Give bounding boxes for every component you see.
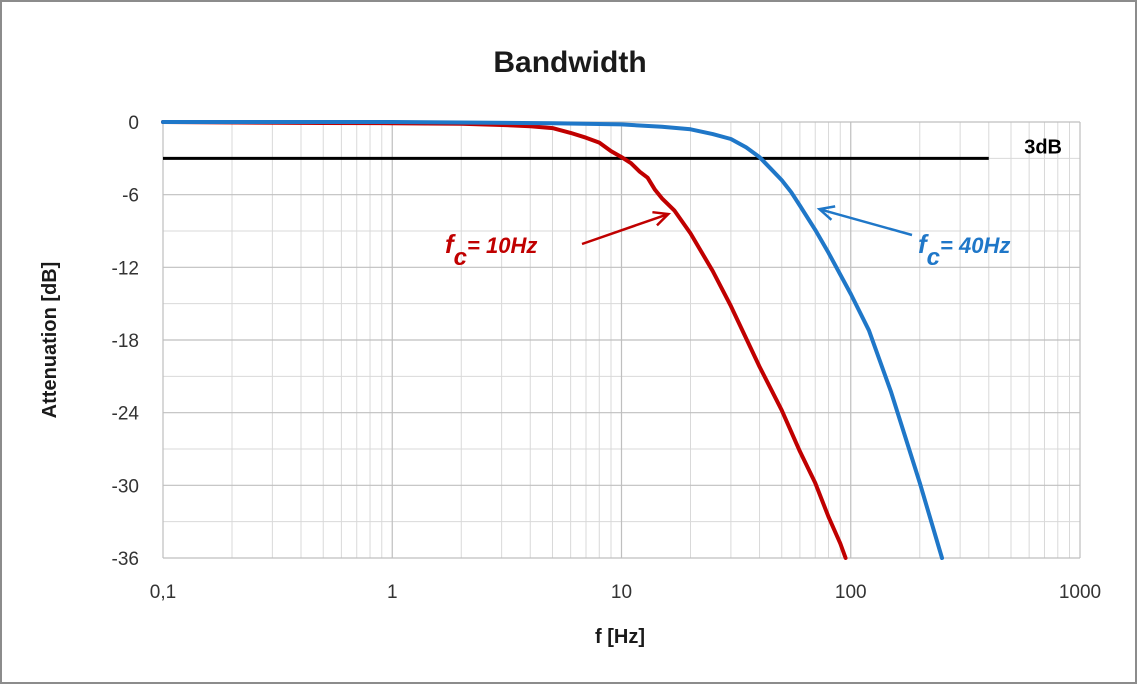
y-tick-label: -36 [112,549,139,570]
y-tick-label: -24 [112,404,140,425]
y-tick-label: -6 [122,186,139,207]
reference-line-group: 3dB [163,136,1062,160]
series-line-1 [161,120,848,560]
annotation-arrow [819,207,913,237]
y-tick-labels: 0 -6 -12 -18 -24 -30 -36 [112,113,140,570]
series-line-2 [161,120,944,560]
y-axis-title: Attenuation [dB] [39,262,61,419]
x-axis-title: f [Hz] [595,626,645,648]
annotation-text: = 10Hz [467,233,537,258]
annotation-subscript: c [927,244,940,271]
annotation-arrowhead [816,205,836,221]
y-tick-label: -12 [112,258,139,279]
series-group [161,120,944,560]
annotation-label: fc= 40Hz [918,229,1010,271]
annotation-symbol: f [445,229,456,259]
x-tick-label: 0,1 [150,582,176,603]
annotation-label: fc= 10Hz [445,229,537,271]
x-tick-label: 1 [387,582,398,603]
x-tick-label: 10 [611,582,632,603]
chart-title: Bandwidth [493,46,646,79]
annotation-symbol: f [918,229,929,259]
annotation-arrow [581,212,669,246]
x-tick-labels: 0,1 1 10 100 1000 [150,582,1101,603]
reference-line-label: 3dB [1024,136,1062,158]
y-tick-label: -30 [112,476,139,497]
annotation-text: = 40Hz [940,233,1010,258]
y-tick-label: 0 [128,113,139,134]
y-tick-label: -18 [112,331,139,352]
annotation-arrowhead [652,210,672,227]
annotations: fc= 10Hz fc= 40Hz [445,205,1010,271]
annotation-subscript: c [454,244,467,271]
x-tick-label: 100 [835,582,867,603]
x-tick-label: 1000 [1059,582,1101,603]
